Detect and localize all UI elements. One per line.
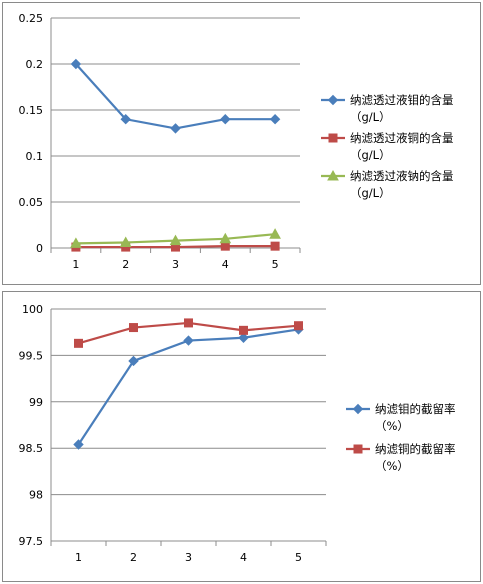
series-2-point-2 [129,323,138,333]
x-tick-label-3: 4 [222,258,229,271]
x-tick-label-2: 3 [185,551,192,564]
series-1-point-4 [220,113,231,125]
legend-label-2-line-1: 纳滤透过液铜的含量 [350,131,454,145]
series-2-point-1 [74,338,83,348]
y-tick-label-1: 98 [29,489,43,502]
y-tick-label-3: 0.15 [19,104,44,117]
y-tick-label-1: 0.05 [19,196,44,209]
series-3-point-3 [169,234,182,246]
legend-label-1-line-2: （g/L） [350,110,391,124]
x-tick-label-4: 5 [272,258,279,271]
series-3-point-1 [70,237,82,248]
legend-label-3-line-2: （g/L） [350,186,391,200]
series-3-point-4 [219,232,232,244]
y-tick-label-5: 0.25 [19,12,44,25]
legend-marker-1 [327,94,339,106]
x-tick-label-0: 1 [72,258,79,271]
legend-label-2-line-2: （%） [375,459,409,473]
x-tick-label-2: 3 [172,258,179,271]
y-tick-label-0: 0 [36,242,43,255]
series-3-point-2 [119,236,132,247]
series-1 [73,324,304,450]
series-2-point-3 [184,318,193,328]
legend-label-1-line-1: 纳滤透过液钼的含量 [350,93,454,107]
series-1-point-1 [70,58,82,70]
series-2-point-4 [220,241,230,251]
series-1-point-2 [128,355,139,367]
y-tick-label-2: 0.1 [26,150,44,163]
x-tick-label-1: 2 [130,551,137,564]
chart-panel-1: 0 0.05 0.1 0.15 0.2 0.25 1 2 3 4 5 纳滤透过液钼的含量 （g/L） 纳滤… [2,2,481,285]
x-tick-label-3: 4 [240,551,247,564]
x-tick-label-1: 2 [122,258,129,271]
legend-item-1: 纳滤钼的截留率 （%） [346,402,456,433]
series-2 [74,318,303,348]
legend-item-3: 纳滤透过液钠的含量 （g/L） [321,169,454,200]
y-tick-label-0: 97.5 [19,535,44,548]
series-3-point-5 [269,228,281,239]
series-1-point-1 [73,439,84,450]
legend-marker-2 [328,133,338,143]
series-1-line [75,63,276,130]
y-tick-label-2: 98.5 [19,442,44,455]
series-3 [70,228,281,248]
legend-marker-3 [327,169,339,181]
legend-item-2: 纳滤透过液铜的含量 （g/L） [321,131,454,162]
series-1-point-2 [120,113,131,125]
series-2-point-4 [239,325,248,335]
series-2-point-5 [270,241,280,251]
y-tick-label-4: 99.5 [19,349,44,362]
legend-marker-1 [352,403,364,415]
y-tick-label-5: 100 [22,303,43,316]
series-1-line [77,328,299,446]
legend-label-2-line-2: （g/L） [350,148,391,162]
chart-1: 00.050.10.150.20.251 2 3 4 5纳滤透过液钼的含量（g/L）纳滤… [19,12,454,271]
y-tick-label-4: 0.2 [26,58,44,71]
x-tick-label-0: 1 [75,551,82,564]
series-1-point-5 [269,113,281,125]
legend-label-2-line-1: 纳滤铜的截留率 [375,442,456,456]
legend-item-2: 纳滤铜的截留率 （%） [346,442,456,473]
chart-panel-2: 97.5 98 98.5 99 99.5 100 1 2 3 4 5 纳滤钼的截留率 （%） 纳滤铜的截留… [2,291,481,582]
series-1 [70,58,281,134]
legend-label-1-line-1: 纳滤钼的截留率 [375,402,456,416]
series-2-point-5 [294,321,303,331]
y-tick-label-3: 99 [29,396,43,409]
legend-label-3-line-1: 纳滤透过液钠的含量 [350,169,454,183]
series-1-point-3 [170,123,181,134]
legend-marker-2 [353,444,363,454]
legend-item-1: 纳滤透过液钼的含量 （g/L） [321,93,454,124]
series-1-point-4 [238,332,249,343]
series-1-point-3 [183,335,194,346]
legend-label-1-line-2: （%） [375,419,409,433]
x-tick-label-4: 5 [295,551,302,564]
